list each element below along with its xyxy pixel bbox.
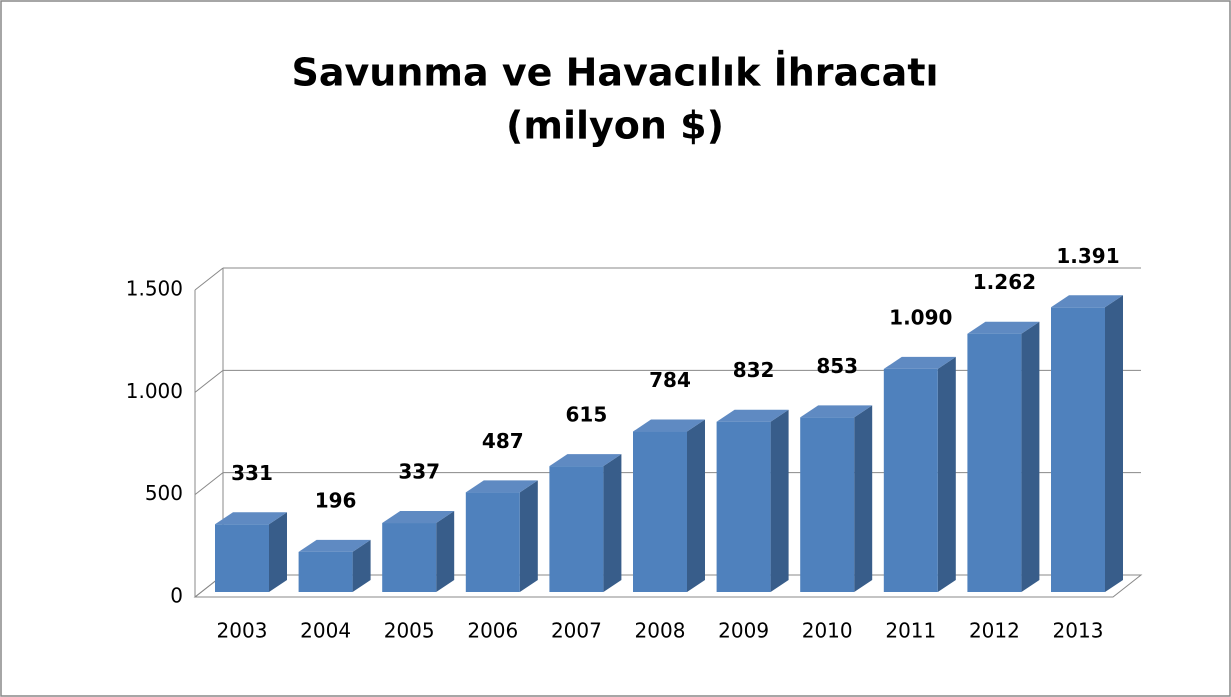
bar-top	[549, 454, 622, 467]
bar-side	[854, 405, 873, 592]
bar-side	[1021, 321, 1040, 592]
data-label: 487	[482, 429, 524, 453]
data-label: 1.090	[889, 305, 952, 329]
x-tick-label: 2012	[969, 619, 1020, 643]
bar	[215, 524, 269, 592]
bar-side	[687, 419, 705, 592]
y-tick-label: 1.000	[126, 379, 183, 403]
bar	[1051, 307, 1105, 592]
bar-top	[967, 321, 1040, 334]
x-tick-label: 2007	[551, 619, 602, 643]
data-label: 853	[816, 354, 858, 378]
bar-top	[1051, 295, 1123, 308]
chart-subtitle: (milyon $)	[506, 104, 724, 148]
x-tick-label: 2010	[802, 619, 853, 643]
bar-top	[382, 511, 455, 524]
bar	[465, 492, 520, 592]
data-label: 1.262	[973, 270, 1036, 294]
bar-top	[298, 539, 371, 552]
bar-side	[937, 356, 956, 592]
data-label: 1.391	[1056, 244, 1119, 268]
data-label: 337	[398, 460, 440, 484]
bar	[549, 466, 604, 592]
bar	[633, 431, 687, 592]
bar-side	[519, 480, 538, 592]
bar-top	[633, 419, 705, 432]
bar	[800, 417, 855, 592]
grid-line	[194, 267, 224, 291]
bar	[298, 551, 353, 592]
x-tick-label: 2009	[718, 619, 769, 643]
bar-side	[1105, 295, 1123, 592]
x-tick-label: 2003	[217, 619, 268, 643]
data-label: 615	[566, 403, 608, 427]
x-tick-label: 2005	[384, 619, 435, 643]
bar-side	[770, 409, 789, 592]
x-tick-label: 2008	[635, 619, 686, 643]
grid-line	[194, 369, 224, 393]
data-label: 784	[649, 368, 691, 392]
bar-top	[465, 480, 538, 493]
data-label: 331	[231, 461, 273, 485]
bar-side	[269, 512, 287, 592]
bar-top	[800, 405, 873, 418]
grid-line	[194, 472, 224, 496]
x-tick-label: 2011	[885, 619, 936, 643]
bar	[883, 368, 938, 592]
x-tick-label: 2013	[1053, 619, 1104, 643]
bar-top	[716, 409, 789, 422]
bar-top	[883, 356, 956, 369]
x-tick-label: 2006	[467, 619, 518, 643]
bar	[382, 523, 437, 592]
chart-title: Savunma ve Havacılık İhracatı	[291, 51, 938, 95]
bar	[967, 333, 1022, 592]
bar-side	[436, 511, 455, 592]
y-tick-label: 500	[145, 481, 183, 505]
bar-top	[215, 512, 287, 525]
bar	[716, 421, 771, 592]
bar-side	[352, 539, 371, 592]
bar-side	[603, 454, 622, 592]
data-label: 196	[315, 488, 357, 512]
data-label: 832	[733, 358, 775, 382]
y-tick-label: 1.500	[126, 277, 183, 301]
y-tick-label: 0	[170, 584, 183, 608]
x-tick-label: 2004	[300, 619, 351, 643]
